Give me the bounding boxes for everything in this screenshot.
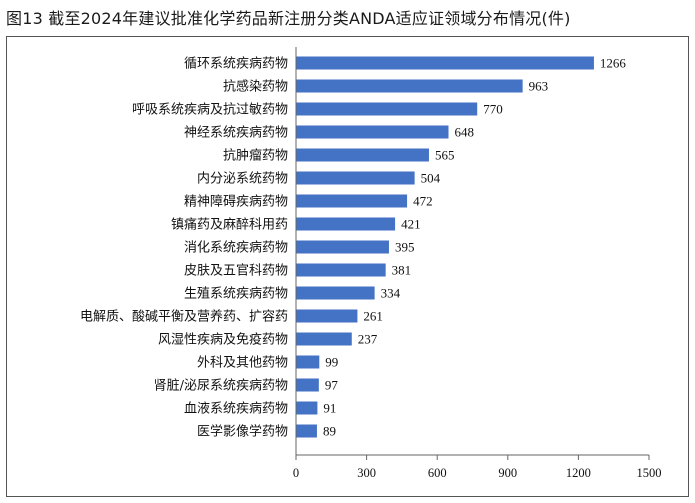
category-label: 神经系统疾病药物 — [184, 126, 288, 141]
bar — [296, 171, 415, 185]
value-label: 395 — [395, 240, 415, 255]
value-label: 472 — [413, 194, 433, 209]
x-tick-label: 1500 — [637, 466, 662, 480]
bar-chart: 循环系统疾病药物抗感染药物呼吸系统疾病及抗过敏药物神经系统疾病药物抗肿瘤药物内分… — [80, 47, 662, 480]
x-tick-label: 300 — [357, 466, 376, 480]
category-label: 精神障碍疾病药物 — [184, 195, 288, 210]
x-tick-label: 0 — [293, 466, 299, 480]
bar — [296, 286, 375, 300]
bar — [296, 355, 320, 369]
category-label: 血液系统疾病药物 — [184, 402, 288, 417]
category-label: 呼吸系统疾病及抗过敏药物 — [132, 103, 288, 118]
bar — [296, 102, 478, 116]
bars-layer — [296, 56, 594, 438]
category-label: 外科及其他药物 — [197, 356, 288, 371]
x-axis: 0 300 600 900 1200 1500 — [293, 47, 662, 480]
category-label: 电解质、酸碱平衡及营养药、扩容药 — [80, 309, 288, 325]
value-label: 648 — [454, 125, 474, 140]
value-label: 963 — [529, 79, 549, 94]
value-label: 97 — [325, 378, 339, 393]
bar — [296, 401, 318, 415]
category-label: 肾脏/泌尿系统疾病药物 — [154, 379, 288, 394]
value-label: 334 — [381, 286, 401, 301]
figure-title: 图13 截至2024年建议批准化学药品新注册分类ANDA适应证领域分布情况(件) — [6, 9, 571, 28]
bar — [296, 125, 449, 139]
bar — [296, 194, 408, 208]
category-label: 镇痛药及麻醉科用药 — [171, 217, 288, 233]
bar — [296, 79, 523, 93]
value-label: 89 — [323, 424, 336, 439]
category-label: 消化系统疾病药物 — [184, 241, 288, 256]
category-label: 抗感染药物 — [223, 79, 288, 95]
value-label: 261 — [363, 309, 383, 324]
category-labels-layer: 循环系统疾病药物抗感染药物呼吸系统疾病及抗过敏药物神经系统疾病药物抗肿瘤药物内分… — [80, 57, 288, 440]
value-label: 504 — [421, 171, 441, 186]
x-tick-label: 900 — [498, 466, 517, 480]
bar — [296, 217, 396, 231]
x-tick-label: 600 — [428, 466, 447, 480]
category-label: 抗肿瘤药物 — [223, 148, 288, 164]
category-label: 内分泌系统药物 — [197, 171, 288, 187]
value-label: 237 — [358, 332, 378, 347]
bar — [296, 309, 358, 323]
bar — [296, 332, 352, 346]
chart-frame: 循环系统疾病药物抗感染药物呼吸系统疾病及抗过敏药物神经系统疾病药物抗肿瘤药物内分… — [6, 36, 689, 497]
value-label: 770 — [483, 102, 503, 117]
value-label: 99 — [325, 355, 338, 370]
value-labels-layer: 1266 963 770 648 565 504 472 421 395 381 334 261 237… — [323, 56, 626, 439]
value-label: 1266 — [600, 56, 627, 71]
category-label: 循环系统疾病药物 — [184, 57, 288, 72]
category-label: 医学影像学药物 — [197, 424, 288, 440]
value-label: 91 — [323, 401, 336, 416]
value-label: 565 — [435, 148, 455, 163]
category-label: 生殖系统疾病药物 — [184, 286, 288, 302]
category-label: 皮肤及五官科药物 — [184, 263, 288, 279]
bar — [296, 240, 389, 254]
value-label: 421 — [401, 217, 421, 232]
bar — [296, 56, 594, 70]
bar — [296, 148, 429, 162]
x-tick-label: 1200 — [566, 466, 591, 480]
value-label: 381 — [392, 263, 412, 278]
bar — [296, 424, 317, 438]
bar — [296, 378, 319, 392]
category-label: 风湿性疾病及免疫药物 — [158, 332, 288, 348]
bar — [296, 263, 386, 277]
